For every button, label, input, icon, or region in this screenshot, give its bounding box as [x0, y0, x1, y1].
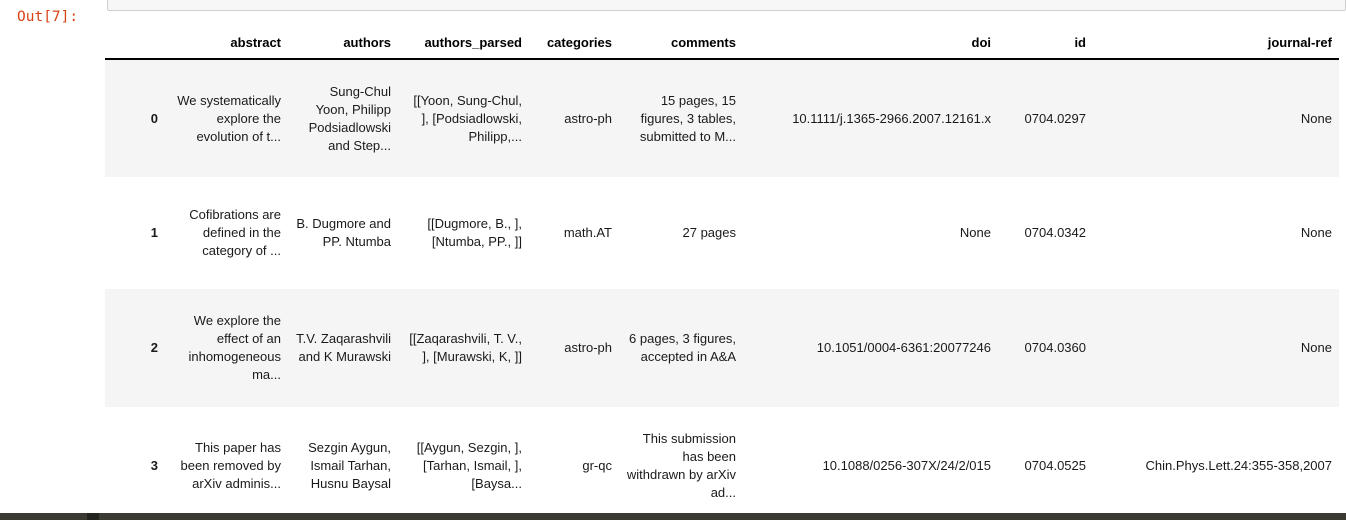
cell-authors: B. Dugmore and PP. Ntumba [296, 216, 391, 249]
dataframe-table: abstract authors authors_parsed categori… [105, 28, 1339, 525]
cell-abstract: Cofibrations are defined in the category… [189, 207, 281, 258]
column-header-id: id [998, 28, 1093, 60]
column-header-index [105, 28, 165, 60]
column-header-categories: categories [529, 28, 619, 60]
cell-index: 3 [150, 458, 158, 473]
cell-authors-parsed: [[Yoon, Sung-Chul, ], [Podsiadlowski, Ph… [413, 92, 522, 144]
cell-index: 0 [150, 110, 158, 126]
cell-authors-parsed: [[Dugmore, B., ], [Ntumba, PP., ]] [427, 216, 522, 249]
dataframe-output-area: abstract authors authors_parsed categori… [105, 28, 1339, 525]
cell-authors: Sung-Chul Yoon, Philipp Podsiadlowski an… [308, 83, 391, 153]
table-header-row: abstract authors authors_parsed categori… [105, 28, 1339, 60]
cell-doi: None [959, 225, 991, 240]
column-header-journal-ref: journal-ref [1093, 28, 1339, 60]
table-row: 1 Cofibrations are defined in the catego… [105, 177, 1339, 289]
bottom-dark-bar [0, 513, 1346, 520]
output-prompt: Out[7]: [17, 9, 79, 25]
table-row: 3 This paper has been removed by arXiv a… [105, 407, 1339, 525]
cell-comments: 6 pages, 3 figures, accepted in A&A [629, 331, 736, 364]
cell-journal-ref: None [1300, 340, 1332, 355]
cell-abstract: We explore the effect of an inhomogeneou… [188, 313, 281, 382]
cell-doi: 10.1051/0004-6361:20077246 [816, 340, 991, 355]
table-row: 2 We explore the effect of an inhomogene… [105, 289, 1339, 407]
cell-index: 2 [150, 340, 158, 355]
cell-authors: Sezgin Aygun, Ismail Tarhan, Husnu Baysa… [308, 440, 391, 491]
cell-doi: 10.1111/j.1365-2966.2007.12161.x [792, 110, 991, 126]
cell-journal-ref: Chin.Phys.Lett.24:355-358,2007 [1145, 458, 1332, 473]
column-header-authors-parsed: authors_parsed [398, 28, 529, 60]
cell-id: 0704.0342 [1024, 225, 1086, 240]
cell-authors-parsed: [[Aygun, Sezgin, ], [Tarhan, Ismail, ], … [416, 440, 522, 491]
cell-categories: astro-ph [564, 340, 612, 355]
cell-id: 0704.0360 [1024, 340, 1086, 355]
column-header-abstract: abstract [165, 28, 288, 60]
cell-categories: astro-ph [564, 110, 612, 126]
column-header-authors: authors [288, 28, 398, 60]
cell-comments: This submission has been withdrawn by ar… [626, 431, 736, 500]
cell-authors: T.V. Zaqarashvili and K Murawski [296, 331, 391, 364]
cell-abstract: This paper has been removed by arXiv adm… [180, 440, 281, 491]
bottom-bar-notch [87, 513, 99, 520]
cell-comments: 15 pages, 15 figures, 3 tables, submitte… [639, 92, 736, 144]
cell-authors-parsed: [[Zaqarashvili, T. V., ], [Murawski, K, … [409, 331, 522, 364]
cell-comments: 27 pages [682, 225, 737, 240]
cell-categories: gr-qc [582, 458, 612, 473]
table-body: 0 We systematically explore the evolutio… [105, 59, 1339, 525]
table-header: abstract authors authors_parsed categori… [105, 28, 1339, 60]
cell-journal-ref: None [1300, 225, 1332, 240]
cell-categories: math.AT [563, 225, 612, 240]
column-header-doi: doi [743, 28, 998, 60]
cell-id: 0704.0525 [1024, 458, 1086, 473]
cell-index: 1 [150, 225, 158, 240]
column-header-comments: comments [619, 28, 743, 60]
cell-doi: 10.1088/0256-307X/24/2/015 [822, 458, 991, 473]
cell-abstract: We systematically explore the evolution … [177, 92, 281, 144]
cell-journal-ref: None [1300, 110, 1332, 126]
cell-id: 0704.0297 [1024, 110, 1086, 126]
code-input-cell-bottom-edge[interactable] [107, 0, 1346, 11]
table-row: 0 We systematically explore the evolutio… [105, 59, 1339, 177]
